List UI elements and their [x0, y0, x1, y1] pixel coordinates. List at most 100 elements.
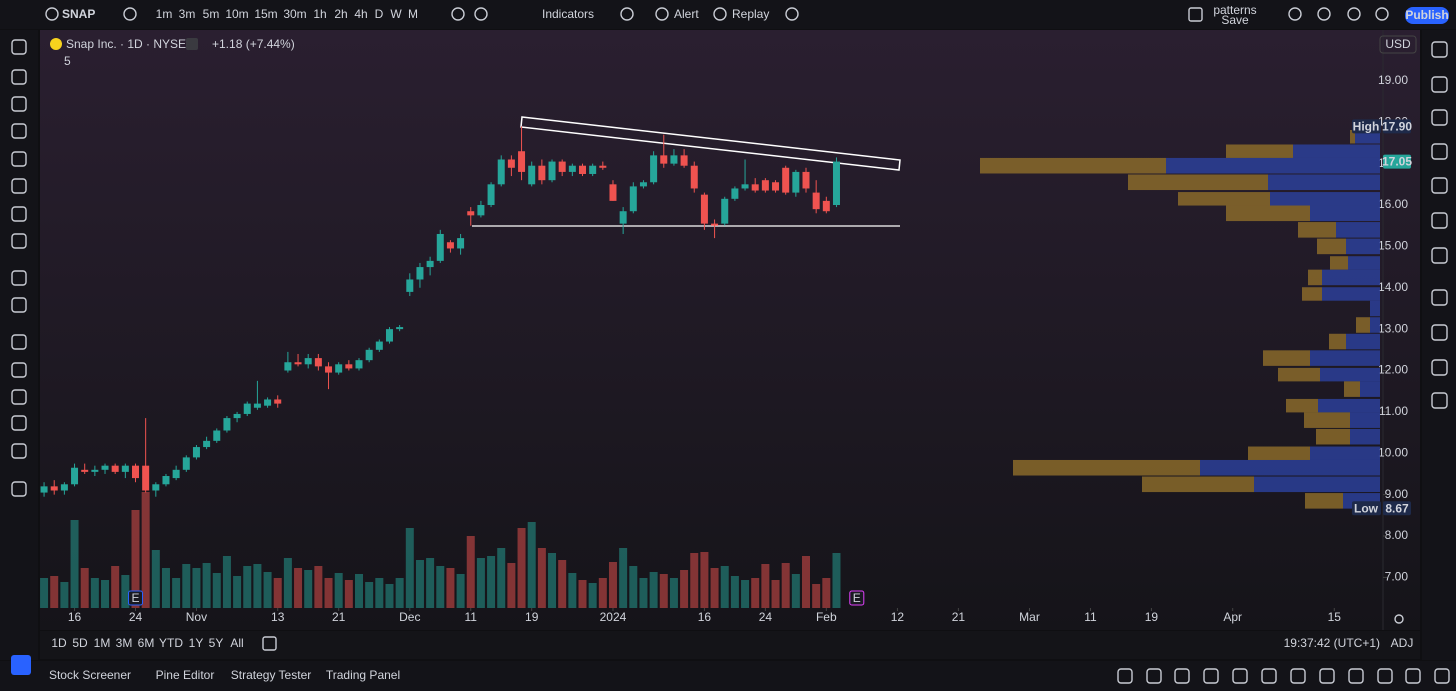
range-button[interactable]: 1M	[94, 636, 111, 650]
watchlist-star[interactable]	[11, 655, 31, 675]
toolbar-icon[interactable]	[474, 7, 488, 21]
date-range-icon[interactable]	[262, 636, 277, 651]
toolbar-icon[interactable]	[1288, 7, 1302, 21]
profile-up	[1200, 459, 1380, 476]
range-button[interactable]: 6M	[138, 636, 155, 650]
symbol[interactable]: SNAP	[62, 7, 95, 21]
interval-button[interactable]: 4h	[354, 7, 367, 21]
drawing-tool-icon[interactable]	[11, 481, 27, 497]
range-button[interactable]: 3M	[116, 636, 133, 650]
quick-tool-icon[interactable]	[1405, 668, 1421, 684]
side-panel-icon[interactable]	[1431, 212, 1448, 229]
event-label[interactable]: E	[131, 591, 139, 605]
panel-tab[interactable]: Trading Panel	[326, 668, 400, 682]
drawing-tool-icon[interactable]	[11, 233, 27, 249]
toolbar-icon[interactable]	[451, 7, 465, 21]
volume-bar	[111, 566, 120, 608]
interval-button[interactable]: 5m	[203, 7, 220, 21]
drawing-tool-icon[interactable]	[11, 270, 27, 286]
panel-tab[interactable]: Strategy Tester	[231, 668, 311, 682]
layout-checkbox[interactable]	[1188, 7, 1203, 22]
interval-button[interactable]: M	[408, 7, 418, 21]
publish-label[interactable]: Publish	[1405, 8, 1448, 22]
drawing-tool-icon[interactable]	[11, 362, 27, 378]
toolbar-icon[interactable]	[45, 7, 59, 21]
toolbar-icon[interactable]	[123, 7, 137, 21]
interval-button[interactable]: 10m	[225, 7, 248, 21]
range-button[interactable]: 1D	[51, 636, 67, 650]
quick-tool-icon[interactable]	[1377, 668, 1393, 684]
drawing-tool-icon[interactable]	[11, 206, 27, 222]
drawing-tool-icon[interactable]	[11, 39, 27, 55]
quick-tool-icon[interactable]	[1232, 668, 1248, 684]
event-marker[interactable]	[127, 590, 143, 606]
side-panel-icon[interactable]	[1431, 247, 1448, 264]
toolbar-icon[interactable]	[713, 7, 727, 21]
toolbar-icon[interactable]	[1375, 7, 1389, 21]
event-label[interactable]: E	[853, 591, 861, 605]
quick-tool-icon[interactable]	[1203, 668, 1219, 684]
quick-tool-icon[interactable]	[1174, 668, 1190, 684]
panel-tab[interactable]: Pine Editor	[156, 668, 215, 682]
range-button[interactable]: All	[230, 636, 243, 650]
toolbar-icon[interactable]	[620, 7, 634, 21]
side-panel-icon[interactable]	[1431, 143, 1448, 160]
side-panel-icon[interactable]	[1431, 76, 1448, 93]
range-button[interactable]: YTD	[159, 636, 183, 650]
currency-box[interactable]	[1379, 35, 1417, 54]
drawing-tool-icon[interactable]	[11, 389, 27, 405]
quick-tool-icon[interactable]	[1434, 668, 1450, 684]
quick-tool-icon[interactable]	[1290, 668, 1306, 684]
interval-button[interactable]: 2h	[334, 7, 347, 21]
adj-button[interactable]: ADJ	[1391, 636, 1414, 650]
side-panel-icon[interactable]	[1431, 109, 1448, 126]
interval-button[interactable]: 3m	[179, 7, 196, 21]
layout-name[interactable]: patterns	[1213, 3, 1256, 17]
quick-tool-icon[interactable]	[1348, 668, 1364, 684]
toolbar-icon[interactable]	[1347, 7, 1361, 21]
indicators-button[interactable]: Indicators	[542, 7, 594, 21]
side-panel-icon[interactable]	[1431, 41, 1448, 58]
drawing-tool-icon[interactable]	[11, 443, 27, 459]
interval-button[interactable]: 1h	[313, 7, 326, 21]
drawing-tool-icon[interactable]	[11, 96, 27, 112]
drawing-tool-icon[interactable]	[11, 297, 27, 313]
drawing-tool-icon[interactable]	[11, 151, 27, 167]
interval-button[interactable]: 30m	[283, 7, 306, 21]
range-button[interactable]: 5Y	[209, 636, 224, 650]
replay-button[interactable]: Replay	[732, 7, 769, 21]
toolbar-icon[interactable]	[1317, 7, 1331, 21]
quick-tool-icon[interactable]	[1261, 668, 1277, 684]
quick-tool-icon[interactable]	[1146, 668, 1162, 684]
quick-tool-icon[interactable]	[1319, 668, 1335, 684]
toolbar-icon[interactable]	[785, 7, 799, 21]
legend-toggle[interactable]	[186, 38, 198, 50]
side-panel-icon[interactable]	[1431, 359, 1448, 376]
drawing-tool-icon[interactable]	[11, 123, 27, 139]
settings-icon[interactable]	[1394, 614, 1404, 624]
panel-tab[interactable]: Stock Screener	[49, 668, 131, 682]
event-marker[interactable]	[849, 590, 865, 606]
interval-button[interactable]: W	[390, 7, 402, 21]
toolbar-icon[interactable]	[655, 7, 669, 21]
currency[interactable]: USD	[1385, 37, 1411, 51]
side-panel-icon[interactable]	[1431, 324, 1448, 341]
profile-up	[1310, 205, 1380, 222]
quick-tool-icon[interactable]	[1117, 668, 1133, 684]
layout-status[interactable]: Save	[1221, 13, 1249, 27]
drawing-tool-icon[interactable]	[11, 415, 27, 431]
side-panel-icon[interactable]	[1431, 392, 1448, 409]
interval-button[interactable]: 1m	[156, 7, 173, 21]
drawing-tool-icon[interactable]	[11, 178, 27, 194]
side-panel-icon[interactable]	[1431, 289, 1448, 306]
interval-button[interactable]: 15m	[254, 7, 277, 21]
drawing-tool-icon[interactable]	[11, 69, 27, 85]
drawing-tool-icon[interactable]	[11, 334, 27, 350]
range-button[interactable]: 5D	[72, 636, 88, 650]
indicator-count[interactable]: 5	[64, 54, 71, 68]
publish-button[interactable]	[1405, 7, 1449, 24]
interval-button[interactable]: D	[375, 7, 384, 21]
range-button[interactable]: 1Y	[189, 636, 204, 650]
alert-button[interactable]: Alert	[674, 7, 699, 21]
side-panel-icon[interactable]	[1431, 177, 1448, 194]
